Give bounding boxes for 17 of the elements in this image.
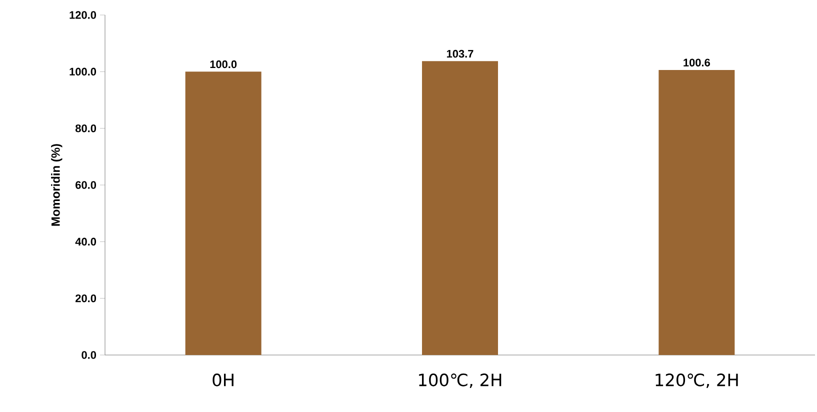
data-label: 103.7 — [446, 50, 474, 58]
bar — [422, 61, 498, 355]
y-tick-label: 20.0 — [76, 294, 96, 302]
bar — [658, 70, 735, 355]
data-label: 100.6 — [684, 58, 710, 66]
x-tick-label: 0H — [212, 374, 234, 386]
y-tick-label: 40.0 — [75, 238, 96, 246]
y-tick-label: 80.0 — [75, 124, 96, 132]
data-label: 100.0 — [210, 60, 237, 68]
bar — [185, 72, 262, 355]
x-tick-label: 120℃, 2H — [656, 374, 738, 388]
y-axis-title: Momoridin (%) — [51, 144, 62, 226]
x-tick-label: 100℃, 2H — [419, 374, 502, 388]
y-tick-label: 0.0 — [82, 351, 96, 359]
y-tick-label: 120.0 — [70, 11, 96, 19]
y-tick-label: 60.0 — [76, 181, 96, 189]
y-tick-label: 100.0 — [70, 68, 96, 76]
